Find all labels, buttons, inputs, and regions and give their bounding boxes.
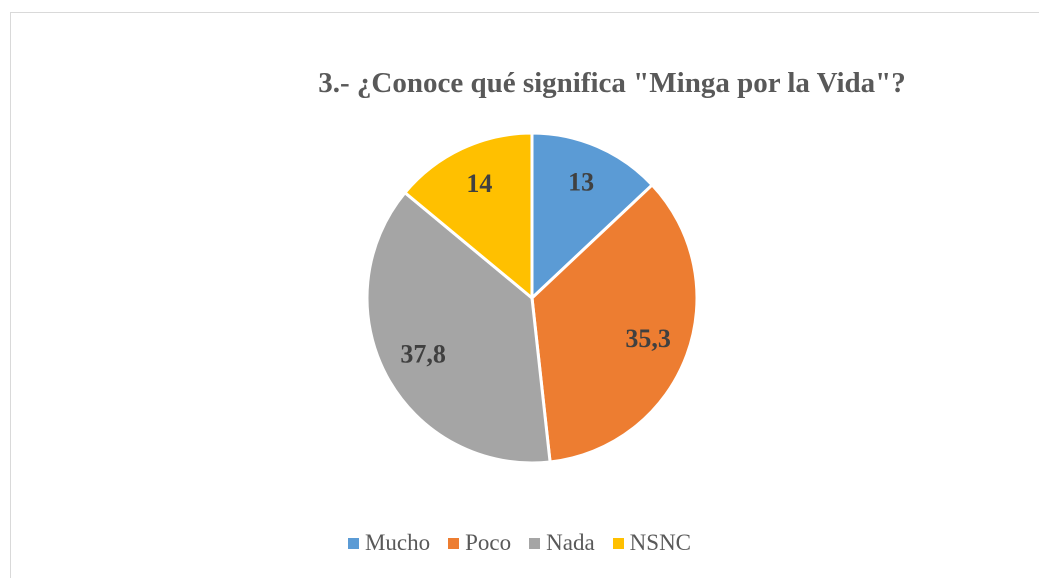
data-label: 13 bbox=[568, 167, 594, 196]
legend-item: Nada bbox=[529, 530, 595, 556]
legend-item: Mucho bbox=[347, 530, 431, 556]
legend-label: NSNC bbox=[629, 530, 692, 555]
legend-swatch bbox=[529, 537, 541, 549]
pie-slice bbox=[530, 131, 655, 302]
legend-item: Poco bbox=[448, 530, 511, 556]
data-label: 14 bbox=[466, 169, 492, 198]
legend-item: NSNC bbox=[612, 530, 692, 556]
legend-label: Poco bbox=[465, 530, 512, 555]
pie-slice bbox=[530, 182, 699, 464]
pie-slice bbox=[402, 131, 534, 302]
chart-title: 3.- ¿Conoce qué significa "Minga por la … bbox=[318, 67, 906, 99]
data-label: 35,3 bbox=[625, 324, 671, 353]
legend-swatch bbox=[347, 537, 359, 549]
legend-label: Mucho bbox=[364, 530, 431, 555]
legend: Mucho Poco Nada NSNC bbox=[0, 530, 1039, 556]
chart-border bbox=[10, 12, 1039, 578]
legend-swatch bbox=[612, 537, 624, 549]
legend-label: Nada bbox=[546, 530, 595, 555]
pie-slice bbox=[365, 190, 552, 465]
legend-swatch bbox=[448, 537, 460, 549]
data-label: 37,8 bbox=[400, 340, 446, 369]
